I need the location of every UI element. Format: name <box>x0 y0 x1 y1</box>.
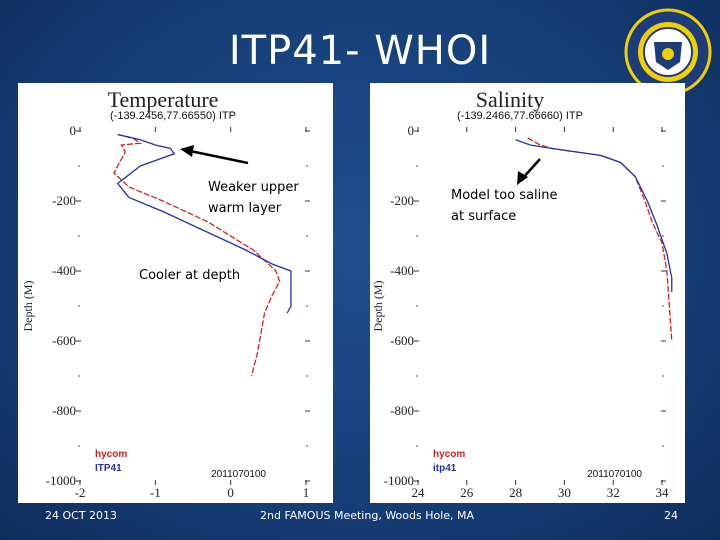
y-tick-label: -600 <box>390 333 414 348</box>
y-tick-label: -800 <box>52 403 76 418</box>
salinity-plot: Salinity(-139.2466,77.66660) ITP 0 -200 -40… <box>371 87 673 500</box>
x-tick-label: 1 <box>303 485 310 500</box>
x-tick-label: 28 <box>509 485 522 500</box>
slide-title: ITP41- WHOI <box>228 28 492 74</box>
y-tick-label: -1000 <box>46 473 76 488</box>
y-tick-label: 0 <box>70 123 77 138</box>
y-tick-label: -200 <box>390 193 414 208</box>
y-tick-label: -1000 <box>384 473 414 488</box>
salinity-chart: Salinity (-139.2466,77.66660) ITP 0 -200 -40… <box>370 83 685 503</box>
y-axis-label: Depth (M) <box>371 281 385 332</box>
x-tick-label: 0 <box>227 485 234 500</box>
y-tick-label: -200 <box>52 193 76 208</box>
legend-entry: ITP41 <box>95 463 122 474</box>
legend-entry: itp41 <box>433 463 457 474</box>
annotation-saline-line2: at surface <box>451 209 516 224</box>
y-tick-label: -400 <box>390 263 414 278</box>
y-axis-label: Depth (M) <box>21 281 35 332</box>
x-tick-label: -2 <box>75 485 86 500</box>
series-line-itp41 <box>116 133 292 314</box>
chart-title: Temperature <box>108 87 219 112</box>
annotation-saline-line1: Model too saline <box>451 188 558 203</box>
legend-entry: hycom <box>433 449 465 460</box>
annotation-arrowhead <box>180 145 194 157</box>
annotation-arrowhead <box>517 171 528 185</box>
institution-seal-icon <box>624 8 712 96</box>
annotation-arrow <box>189 149 249 165</box>
legend-entry: hycom <box>95 449 127 460</box>
x-tick-label: 34 <box>656 485 670 500</box>
series-line-itp41 <box>515 139 673 292</box>
y-tick-label: -400 <box>52 263 76 278</box>
y-tick-label: -800 <box>390 403 414 418</box>
x-tick-label: 26 <box>460 485 474 500</box>
page-number: 24 <box>664 509 678 522</box>
x-tick-label: 24 <box>412 485 426 500</box>
x-tick-label: 30 <box>558 485 571 500</box>
temperature-chart: Temperature (-139.2456,77.66550) ITP 0 -200… <box>18 83 333 503</box>
series-line-hycom <box>113 133 281 377</box>
series-line-hycom <box>527 137 673 342</box>
chart-subtitle: (-139.2456,77.66550) ITP <box>110 110 236 122</box>
date-label: 2011070100 <box>211 469 266 480</box>
date-label: 2011070100 <box>587 469 642 480</box>
x-tick-label: -1 <box>150 485 161 500</box>
annotation-cooler: Cooler at depth <box>139 268 240 283</box>
y-tick-label: -600 <box>52 333 76 348</box>
annotation-weaker-line2: warm layer <box>208 201 282 216</box>
temperature-plot: Temperature(-139.2456,77.66550) ITP 0 -200… <box>21 87 310 500</box>
x-tick-label: 32 <box>607 485 620 500</box>
footer-date: 24 OCT 2013 <box>45 509 118 522</box>
annotation-weaker-line1: Weaker upper <box>208 180 299 195</box>
y-tick-label: 0 <box>408 123 415 138</box>
chart-subtitle: (-139.2466,77.66660) ITP <box>457 110 583 122</box>
chart-title: Salinity <box>476 87 544 112</box>
footer-meeting: 2nd FAMOUS Meeting, Woods Hole, MA <box>260 509 475 522</box>
